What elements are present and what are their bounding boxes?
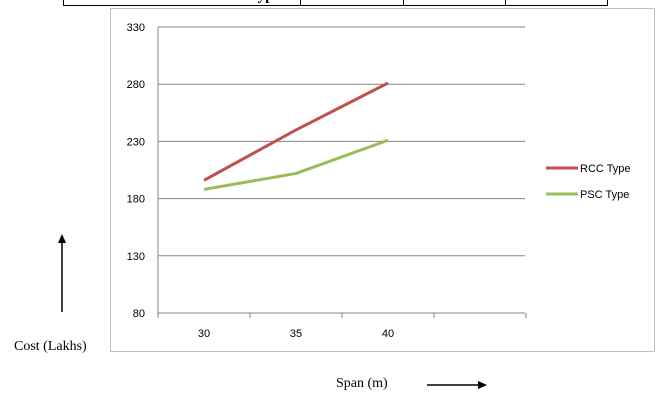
table-cell <box>404 0 507 5</box>
x-tick-label: 30 <box>198 328 210 340</box>
y-tick-label: 180 <box>127 194 145 206</box>
y-arrow-head <box>58 234 66 243</box>
y-tick-label: 280 <box>127 79 145 91</box>
x-tick-label: 40 <box>382 328 394 340</box>
x-arrow-head <box>478 381 487 389</box>
y-tick-label: 230 <box>127 136 145 148</box>
table-header-cell: ype <box>64 0 302 5</box>
series-line-psc <box>203 138 389 191</box>
y-tick-label: 80 <box>133 308 145 320</box>
legend-label: RCC Type <box>580 163 631 175</box>
top-table-fragment: ype <box>63 0 608 6</box>
x-axis-label: Span (m) <box>336 376 388 391</box>
y-tick-label: 330 <box>127 22 145 34</box>
y-tick-label: 130 <box>127 251 145 263</box>
x-tick-label: 35 <box>290 328 302 340</box>
chart-frame <box>110 8 655 352</box>
y-axis-label: Cost (Lakhs) <box>14 339 87 354</box>
legend-label: PSC Type <box>580 189 629 201</box>
series-line-rcc <box>203 81 389 182</box>
table-cell <box>301 0 404 5</box>
